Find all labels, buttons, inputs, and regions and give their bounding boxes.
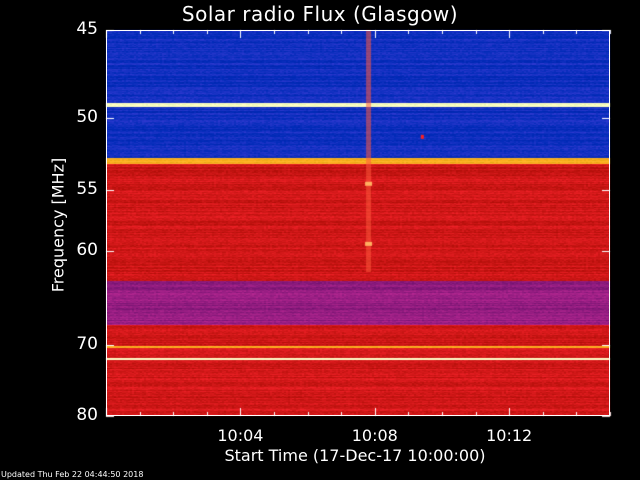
y-tick-label: 55 <box>76 179 98 200</box>
updated-timestamp: Updated Thu Feb 22 04:44:50 2018 <box>1 470 144 479</box>
x-tick-label: 10:08 <box>351 426 398 445</box>
y-tick-label: 80 <box>76 405 98 425</box>
y-axis-label: Frequency [MHz] <box>48 157 68 293</box>
y-tick-label: 70 <box>76 334 98 355</box>
x-axis-label: Start Time (17-Dec-17 10:00:00) <box>224 446 486 465</box>
chart-title: Solar radio Flux (Glasgow) <box>181 2 459 26</box>
x-tick-label: 10:04 <box>217 426 264 445</box>
x-tick-label: 10:12 <box>486 426 533 445</box>
y-tick-label: 50 <box>76 107 98 128</box>
y-tick-label: 60 <box>76 239 98 260</box>
y-tick-label: 45 <box>76 19 98 39</box>
